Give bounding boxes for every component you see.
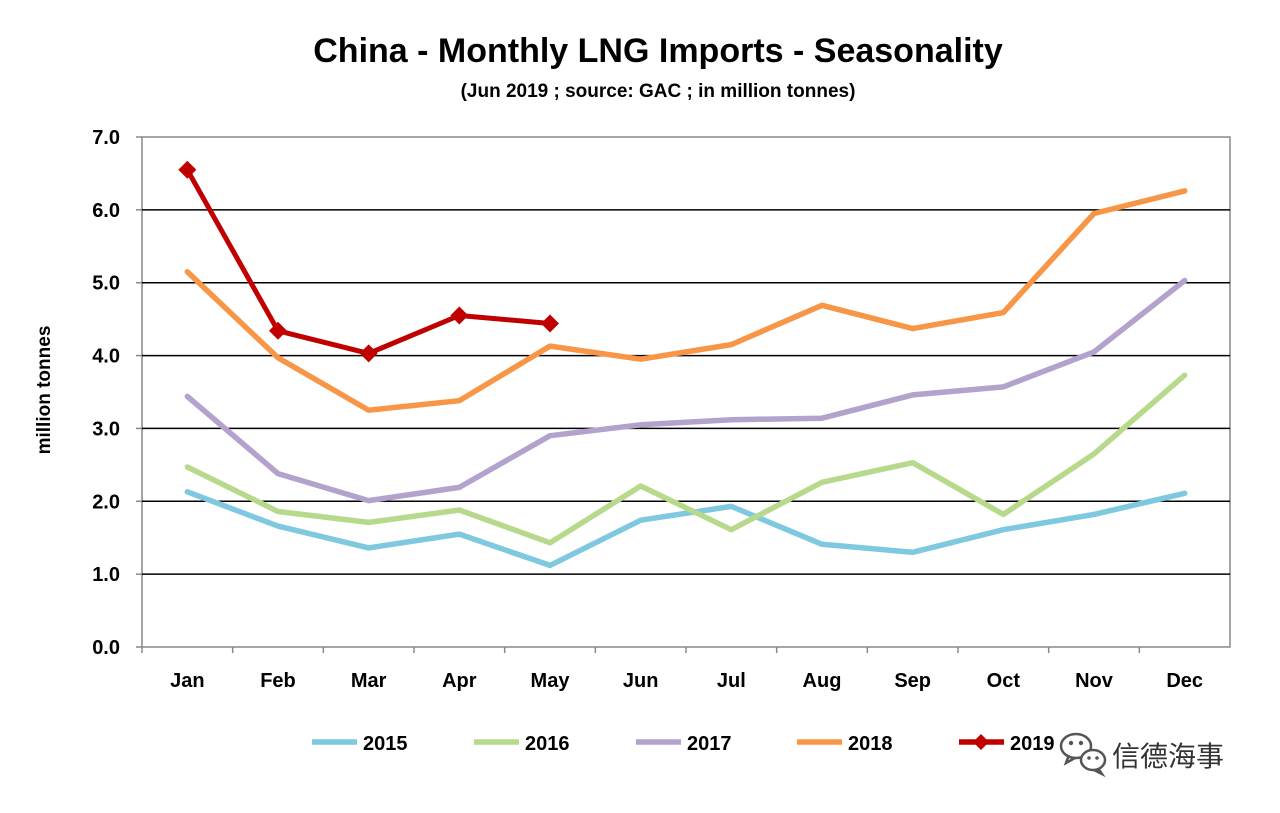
x-tick-label: Apr xyxy=(442,670,477,692)
x-tick-label: May xyxy=(531,670,571,692)
y-tick-label: 4.0 xyxy=(92,346,120,368)
data-point-2019 xyxy=(178,160,197,179)
y-axis-label: million tonnes xyxy=(34,326,55,455)
x-tick-label: Feb xyxy=(260,670,296,692)
series-line-2017 xyxy=(184,277,1188,504)
wechat-icon xyxy=(1059,732,1107,778)
x-tick-label: Dec xyxy=(1166,670,1203,692)
legend-label-2016: 2016 xyxy=(525,733,570,755)
legend-marker-2019 xyxy=(973,734,989,750)
x-tick-label: Oct xyxy=(987,670,1021,692)
x-tick-label: Mar xyxy=(351,670,387,692)
x-tick-label: Jul xyxy=(717,670,746,692)
watermark-text: 信德海事 xyxy=(1112,740,1224,773)
data-point-2019 xyxy=(269,321,287,340)
chart-subtitle: (Jun 2019 ; source: GAC ; in million ton… xyxy=(461,81,856,102)
x-tick-label: Nov xyxy=(1075,670,1114,692)
legend-label-2019: 2019 xyxy=(1010,733,1055,755)
y-tick-label: 1.0 xyxy=(92,564,120,586)
y-tick-label: 0.0 xyxy=(92,637,120,659)
data-point-2019 xyxy=(450,306,469,325)
legend-label-2017: 2017 xyxy=(687,733,732,755)
x-tick-label: Jun xyxy=(623,670,659,692)
y-tick-label: 2.0 xyxy=(92,491,120,513)
series-line-2018 xyxy=(184,188,1188,413)
legend-item-2018: 2018 xyxy=(797,733,893,755)
y-tick-label: 6.0 xyxy=(92,200,120,222)
legend: 2015 2016 2017 2018 2019 xyxy=(312,733,1055,755)
x-tick-label: Jan xyxy=(170,670,204,692)
legend-item-2016: 2016 xyxy=(474,733,570,755)
y-tick-label: 3.0 xyxy=(92,418,120,440)
legend-item-2019: 2019 xyxy=(959,733,1055,755)
data-point-2019 xyxy=(541,314,559,333)
x-tick-label: Aug xyxy=(803,670,842,692)
plot-area: 0.0 1.0 2.0 3.0 4.0 5.0 6.0 7.0 Jan Feb Mar Apr May J… xyxy=(92,127,1231,692)
y-tick-label: 7.0 xyxy=(92,127,120,149)
series-line-2016 xyxy=(184,372,1188,546)
legend-item-2015: 2015 xyxy=(312,733,408,755)
legend-item-2017: 2017 xyxy=(636,733,732,755)
series-line-2015 xyxy=(184,489,1188,569)
watermark: 信德海事 xyxy=(1059,732,1224,778)
plot-frame xyxy=(141,136,1231,648)
chart-title: China - Monthly LNG Imports - Seasonalit… xyxy=(313,32,1003,70)
legend-label-2018: 2018 xyxy=(848,733,893,755)
data-point-2019 xyxy=(359,344,378,363)
x-tick-label: Sep xyxy=(894,670,931,692)
legend-label-2015: 2015 xyxy=(363,733,408,755)
y-tick-label: 5.0 xyxy=(92,273,120,295)
